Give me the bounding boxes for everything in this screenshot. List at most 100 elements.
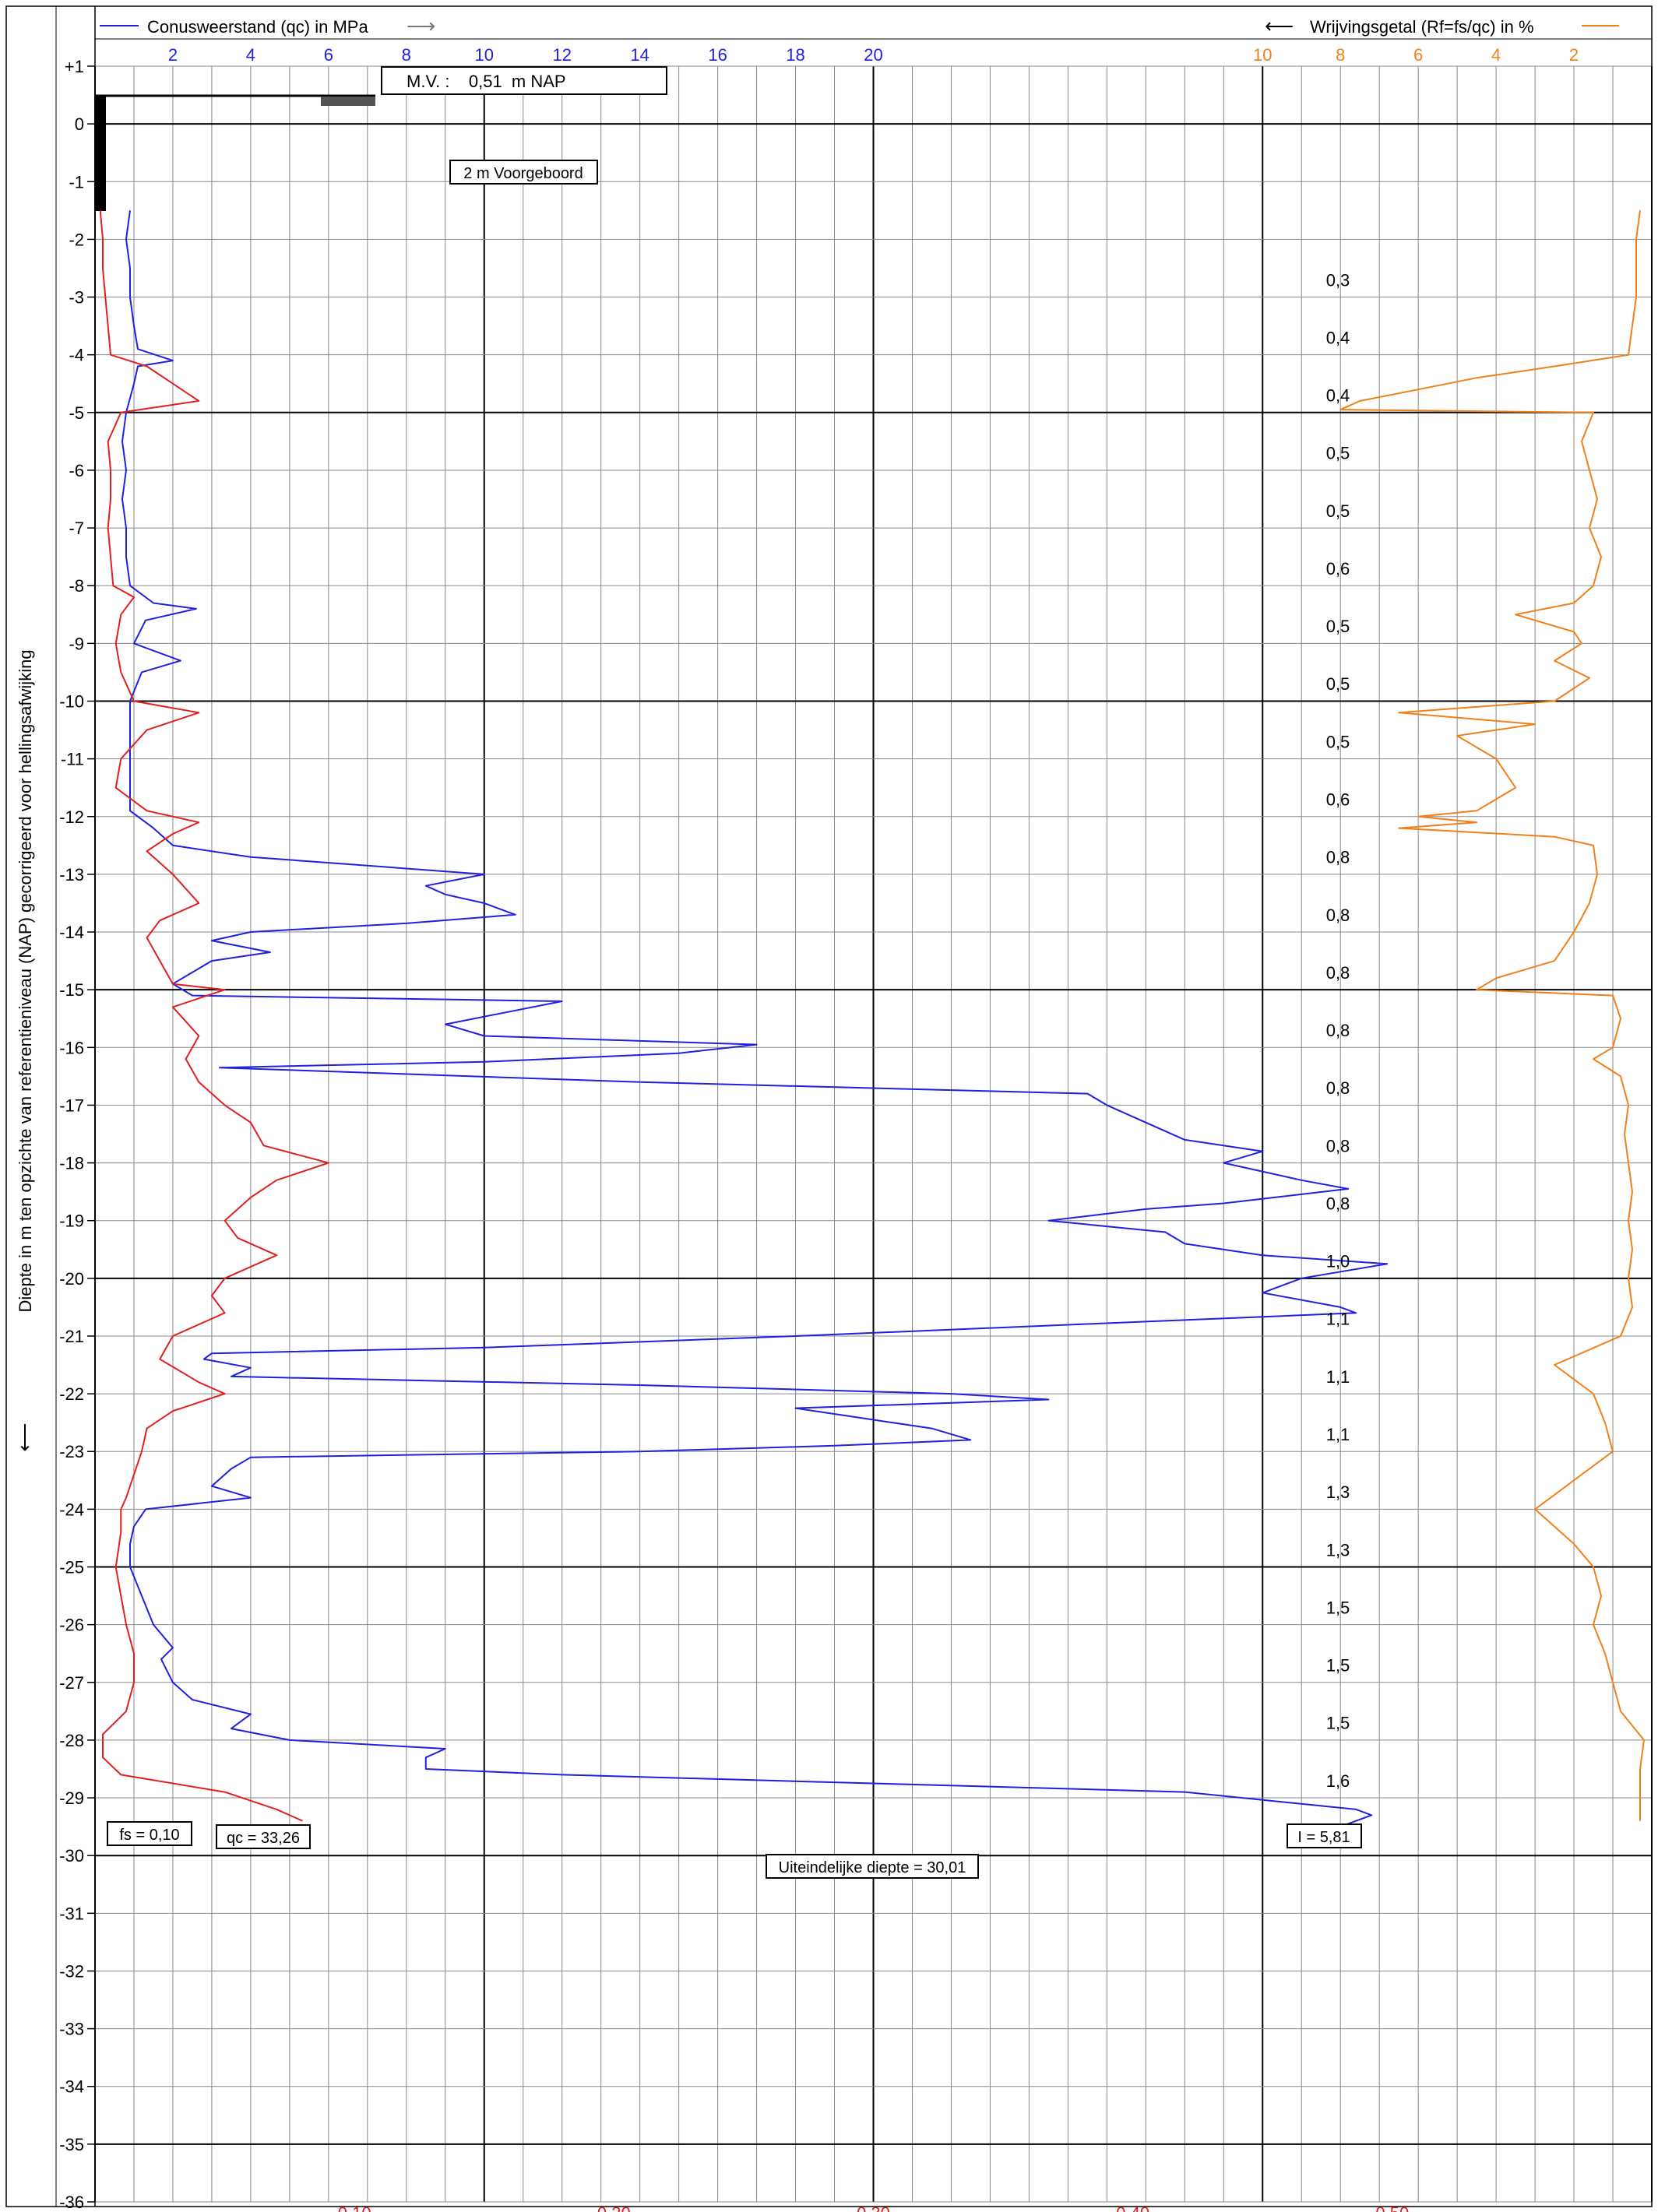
y-tick-label: -10 [59,691,84,711]
qc-tick-label: 20 [864,45,882,65]
inclination-value: 0,8 [1326,1078,1350,1098]
y-tick-label: -27 [59,1673,84,1693]
final-depth-frame [766,1854,979,1879]
inclination-value: 0,8 [1326,963,1350,983]
y-tick-label: -15 [59,980,84,1000]
inclination-value: 0,5 [1326,617,1350,636]
mv-frame [381,66,667,95]
y-tick-label: -8 [69,576,84,596]
mv-label: M.V. : 0,51 m NAP [407,72,566,91]
y-tick-label: -31 [59,1904,84,1923]
inclination-values: 0,3 0,4 0,4 0,5 0,5 0,6 0,5 0,5 0,5 0,6 0,8 0,8 0,8 0… [1326,270,1350,1848]
inclination-value: 0,6 [1326,790,1350,810]
fs-axis-ticks: 0,10 0,20 0,30 0,40 0,50 [338,2203,1409,2212]
inclination-value: 1,3 [1326,1482,1350,1502]
y-tick-label: +1 [65,57,84,76]
qc-tick-label: 16 [708,45,727,65]
y-tick-label: -19 [59,1212,84,1231]
hatch-marker [321,97,375,106]
rf-tick-label: 4 [1491,45,1501,65]
inclination-value: 1,5 [1326,1598,1350,1617]
y-tick-label: -21 [59,1327,84,1346]
y-tick-label: -30 [59,1846,84,1866]
fs-tick-label: 0,50 [1375,2203,1409,2212]
y-axis-ticks: +1 0 -1 -2 -3 -4 -5 -6 -7 -8 -9 -10 -11 -12 -13 -14 -15 -… [59,57,95,2212]
y-tick-label: -25 [59,1558,84,1577]
fs-tick-label: 0,40 [1116,2203,1149,2212]
inclination-value: 0,8 [1326,1021,1350,1040]
legend: Conusweerstand (qc) in MPa ⟶ ⟵ Wrijvings… [100,14,1619,37]
qc-max-label: qc = 33,26 [227,1830,300,1847]
fs-tick-label: 0,10 [338,2203,371,2212]
y-tick-label: -23 [59,1442,84,1461]
inclination-value: 0,8 [1326,1194,1350,1213]
rf-legend-arrow: ⟵ [1265,14,1294,37]
fs-series-line [99,210,329,1822]
plot-frame [5,5,1653,2207]
y-tick-label: -32 [59,1961,84,1981]
final-depth-label: Uiteindelijke diepte = 30,01 [779,1859,966,1876]
inclination-value: 0,4 [1326,386,1350,406]
y-tick-label: -14 [59,923,84,942]
inclination-value: 1,3 [1326,1540,1350,1560]
qc-tick-label: 12 [552,45,571,65]
qc-axis-ticks: 2 4 6 8 10 12 14 16 18 20 [168,45,883,65]
y-tick-label: -11 [61,750,84,769]
qc-tick-label: 4 [246,45,255,65]
qc-legend-label: Conusweerstand (qc) in MPa [147,17,368,37]
data-series [99,210,1645,1828]
inclination-value: 0,3 [1326,270,1350,290]
predrill-box: 2 m Voorgeboord [449,160,598,185]
predrill-label: 2 m Voorgeboord [463,165,583,182]
predrill-frame [449,160,598,185]
y-tick-label: -5 [69,403,84,423]
inclination-value: 1,6 [1326,1771,1350,1791]
y-tick-label: -3 [69,288,84,308]
qc-tick-label: 10 [475,45,494,65]
rf-tick-label: 6 [1413,45,1423,65]
y-tick-label: -29 [59,1788,84,1808]
y-tick-label: -13 [59,865,84,884]
qc-max-box: qc = 33,26 [216,1824,311,1849]
qc-max-frame [216,1824,311,1849]
grid [94,65,1653,2203]
y-tick-label: -26 [59,1616,84,1635]
fs-max-box: fs = 0,10 [107,1821,192,1846]
y-tick-label: -1 [69,172,84,192]
fs-max-label: fs = 0,10 [119,1827,179,1844]
mv-box: M.V. : 0,51 m NAP [381,66,667,95]
inclination-value: 0,8 [1326,1136,1350,1155]
fs-tick-label: 0,30 [857,2203,890,2212]
y-tick-label: -18 [59,1154,84,1173]
y-tick-label: -33 [59,2020,84,2039]
y-tick-label: 0 [75,114,84,134]
inclination-value: 0,4 [1326,328,1350,347]
qc-legend-arrow: ⟶ [407,14,435,37]
y-tick-label: -17 [59,1095,84,1115]
y-tick-label: -2 [69,230,84,249]
y-tick-label: -4 [69,346,84,365]
fs-max-frame [107,1821,192,1846]
qc-tick-label: 6 [324,45,333,65]
y-tick-label: -36 [59,2193,84,2212]
rf-tick-label: 2 [1569,45,1579,65]
y-axis-label: Diepte in m ten opzichte van referentien… [16,649,35,1312]
y-tick-label: -12 [59,807,84,827]
inclination-value: 0,5 [1326,444,1350,463]
inclination-label: I = 5,81 [1297,1829,1350,1846]
y-tick-label: -28 [59,1731,84,1750]
qc-tick-label: 14 [630,45,649,65]
y-tick-label: -7 [69,519,84,538]
y-tick-label: -9 [69,634,84,653]
qc-tick-label: 8 [402,45,411,65]
inclination-frame [1287,1823,1362,1848]
y-tick-label: -22 [59,1384,84,1404]
inclination-value: 0,8 [1326,906,1350,925]
y-tick-label: -24 [59,1500,84,1519]
inclination-value: 1,1 [1326,1425,1350,1444]
y-tick-label: -6 [69,461,84,480]
predrill-marker [95,94,375,211]
inclination-value: 1,5 [1326,1714,1350,1733]
